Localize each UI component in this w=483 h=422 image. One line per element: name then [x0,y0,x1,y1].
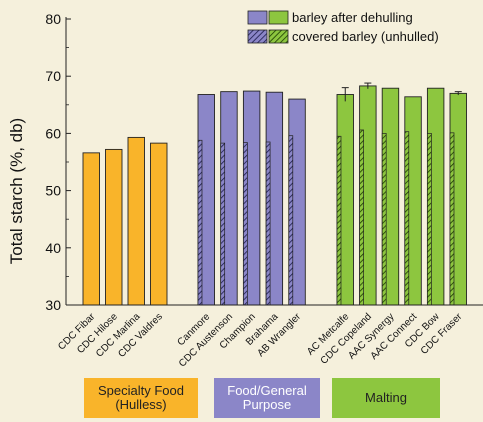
bar-dehulled [127,136,145,306]
bar-unhulled [220,142,226,306]
bar-unhulled [381,133,387,306]
legend-swatch-dehulled-malting [268,10,289,25]
bar-dehulled [105,148,123,306]
bar-unhulled [288,135,294,306]
y-tick-label: 30 [45,297,61,313]
bar-unhulled [265,141,271,306]
legend-swatch-dehulled-food [247,10,268,25]
group-label-food-general-purpose: Food/General Purpose [214,378,320,418]
bar-unhulled [427,133,432,306]
y-tick-label: 60 [45,125,61,141]
bar-unhulled [359,129,364,306]
y-axis-label: Total starch (%, db) [7,118,26,264]
group-label-malting: Malting [332,378,440,418]
bar-unhulled [197,139,203,306]
bar-dehulled [82,152,100,306]
legend-swatch-unhulled-malting [268,29,289,44]
bar-unhulled [336,135,342,306]
bar-unhulled [404,131,410,306]
y-tick-label: 70 [45,68,61,84]
y-tick-label: 80 [45,11,61,27]
legend-label-dehulled: barley after dehulling [292,10,413,25]
legend-swatch-unhulled-food [247,29,268,44]
bar-unhulled [243,142,248,306]
bar-dehulled [150,142,168,306]
y-tick-label: 40 [45,240,61,256]
y-tick-label: 50 [45,183,61,199]
group-label-specialty-food: Specialty Food (Hulless) [84,378,198,418]
legend-label-unhulled: covered barley (unhulled) [292,29,439,44]
bar-unhulled [449,132,455,306]
